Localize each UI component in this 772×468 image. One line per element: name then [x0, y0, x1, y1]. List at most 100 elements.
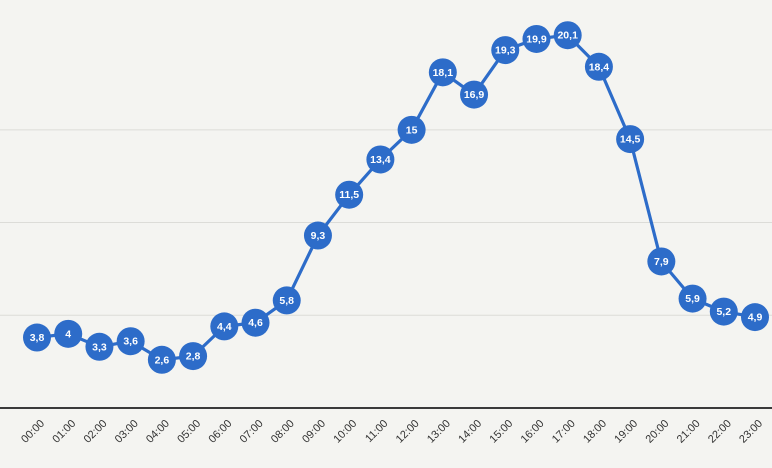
- data-point: 5,8: [272, 286, 301, 315]
- x-tick-label: 07:00: [238, 418, 266, 446]
- x-tick-label: 16:00: [519, 418, 547, 446]
- data-label: 16,9: [464, 89, 485, 101]
- data-label: 13,4: [370, 154, 391, 166]
- data-point: 19,3: [491, 36, 520, 65]
- data-point-marker: [303, 221, 332, 250]
- data-label: 2,8: [186, 351, 201, 363]
- x-tick-label: 14:00: [456, 418, 484, 446]
- data-point-marker: [709, 297, 738, 326]
- data-label: 18,4: [589, 61, 610, 73]
- data-point: 2,6: [147, 345, 176, 374]
- data-point: 5,9: [678, 284, 707, 313]
- data-label: 5,9: [685, 293, 700, 305]
- x-tick-label: 06:00: [206, 418, 234, 446]
- data-label: 20,1: [557, 30, 578, 42]
- data-point: 18,1: [428, 58, 457, 87]
- data-label: 3,8: [30, 332, 45, 344]
- data-point: 13,4: [366, 145, 395, 174]
- x-tick-label: 15:00: [487, 418, 515, 446]
- data-label: 18,1: [433, 67, 454, 79]
- data-point-marker: [210, 312, 239, 341]
- x-tick-label: 05:00: [175, 418, 203, 446]
- data-label: 9,3: [311, 230, 326, 242]
- data-point-marker: [335, 180, 364, 209]
- data-label: 19,9: [526, 33, 547, 45]
- x-tick-label: 04:00: [144, 418, 172, 446]
- data-label: 5,8: [279, 295, 294, 307]
- data-point: 4,4: [210, 312, 239, 341]
- x-tick-label: 02:00: [82, 418, 110, 446]
- data-label: 11,5: [339, 189, 359, 201]
- data-point-marker: [241, 308, 270, 337]
- x-tick-label: 18:00: [581, 418, 609, 446]
- data-point-marker: [428, 58, 457, 87]
- data-point-marker: [522, 24, 551, 53]
- data-point-marker: [85, 332, 114, 361]
- x-tick-label: 22:00: [706, 418, 734, 446]
- x-tick-label: 09:00: [300, 418, 328, 446]
- data-point-marker: [741, 303, 769, 332]
- data-point: 15: [397, 115, 426, 144]
- data-point: 18,4: [584, 52, 613, 81]
- x-tick-label: 21:00: [675, 418, 703, 446]
- data-point-marker: [366, 145, 395, 174]
- data-point-marker: [179, 342, 208, 371]
- x-tick-label: 19:00: [612, 418, 640, 446]
- data-point: 4,9: [741, 303, 769, 332]
- data-label: 3,6: [123, 336, 138, 348]
- x-tick-label: 23:00: [737, 418, 765, 446]
- data-point: 4: [54, 319, 83, 348]
- data-point: 16,9: [460, 80, 489, 109]
- data-point: 2,8: [179, 342, 208, 371]
- data-point-marker: [584, 52, 613, 81]
- data-point-marker: [616, 125, 645, 154]
- data-point: 3,3: [85, 332, 114, 361]
- data-label: 19,3: [495, 45, 516, 57]
- data-label: 15: [406, 124, 418, 136]
- data-label: 3,3: [92, 341, 107, 353]
- x-tick-label: 00:00: [19, 418, 47, 446]
- data-point-marker: [647, 247, 676, 276]
- data-label: 4,4: [217, 321, 232, 333]
- x-tick-label: 20:00: [644, 418, 672, 446]
- data-point-marker: [116, 327, 145, 356]
- data-point: 5,2: [709, 297, 738, 326]
- data-label: 7,9: [654, 256, 669, 268]
- x-tick-label: 12:00: [394, 418, 422, 446]
- data-point-marker: [678, 284, 707, 313]
- x-tick-label: 08:00: [269, 418, 297, 446]
- data-point: 3,8: [23, 323, 51, 352]
- data-point: 7,9: [647, 247, 676, 276]
- data-point-marker: [491, 36, 520, 65]
- data-point-marker: [397, 115, 426, 144]
- data-label: 5,2: [716, 306, 731, 318]
- data-label: 4: [65, 328, 71, 340]
- series-line: [35, 33, 757, 362]
- x-tick-label: 01:00: [50, 418, 78, 446]
- data-point: 3,6: [116, 327, 145, 356]
- data-point: 19,9: [522, 24, 551, 53]
- marker-layer: 3,8 4 3,3 3,6 2,6 2,8 4,4 4,6 5,8 9,3 11,5 13,4 15 18…: [23, 21, 769, 374]
- data-point: 14,5: [616, 125, 645, 154]
- x-tick-label: 10:00: [331, 418, 359, 446]
- data-point-marker: [54, 319, 83, 348]
- data-point: 9,3: [303, 221, 332, 250]
- x-tick-label: 11:00: [363, 418, 390, 445]
- data-point-marker: [23, 323, 51, 352]
- data-label: 2,6: [155, 354, 170, 366]
- data-point: 11,5: [335, 180, 364, 209]
- x-tick-label: 13:00: [425, 418, 453, 446]
- data-label: 14,5: [620, 134, 641, 146]
- data-point: 4,6: [241, 308, 270, 337]
- x-tick-label: 03:00: [113, 418, 141, 446]
- x-tick-label: 17:00: [550, 418, 578, 446]
- data-label: 4,6: [248, 317, 263, 329]
- data-label: 4,9: [748, 312, 763, 324]
- data-point-marker: [460, 80, 489, 109]
- data-point-marker: [553, 21, 582, 50]
- data-point-marker: [147, 345, 176, 374]
- data-point: 20,1: [553, 21, 582, 50]
- data-point-marker: [272, 286, 301, 315]
